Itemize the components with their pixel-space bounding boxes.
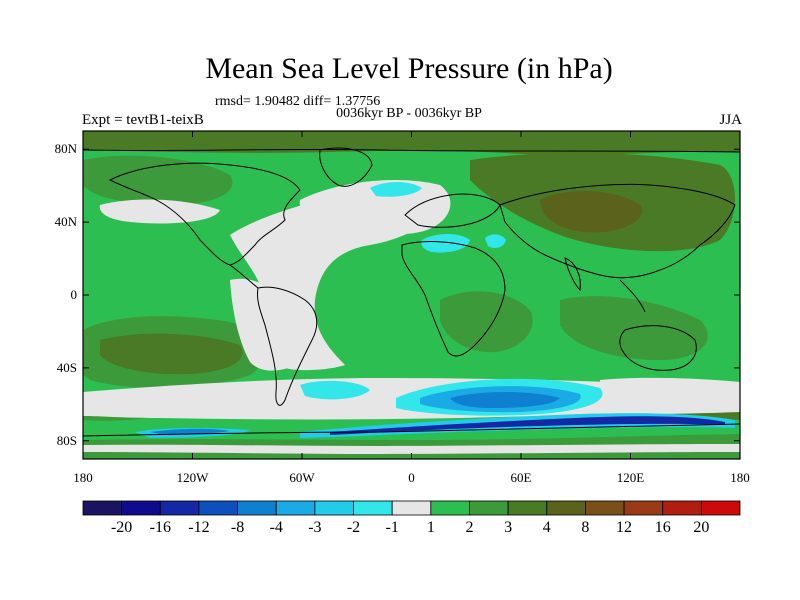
colorbar-label: -8 [230, 519, 245, 536]
map-ticks [82, 131, 741, 459]
rmsd-diff-stats: rmsd= 1.90482 diff= 1.37756 [215, 94, 381, 109]
lat-tick-label: 40N [54, 214, 77, 230]
experiment-label: Expt = tevtB1-teixB [82, 112, 204, 128]
field-negative-arabia [485, 234, 506, 248]
lat-tick-label: 0 [70, 287, 78, 302]
colorbar-swatch [469, 500, 509, 516]
coastlines [83, 147, 740, 437]
lon-tick-label: 60E [510, 470, 532, 485]
field-negative-antarctic-coast-core [330, 416, 725, 435]
colorbar-swatch [700, 500, 741, 516]
field-negative-antarctic-west-core [150, 428, 230, 435]
field-neutral-indian [600, 377, 740, 396]
colorbar-swatch [623, 500, 664, 516]
colorbar-label: 2 [465, 519, 474, 536]
field-negative-mediterranean [421, 234, 470, 253]
lat-tick-label: 80S [56, 432, 77, 448]
colorbar-swatch [585, 500, 625, 516]
coastline-north-america [108, 162, 301, 266]
colorbar-swatch [546, 500, 586, 516]
colorbar-label: 16 [654, 519, 671, 536]
colorbar-label: -4 [269, 519, 283, 536]
field-positive-africa [440, 291, 533, 353]
colorbar-label: -1 [385, 519, 399, 536]
colorbar-swatch [353, 500, 393, 516]
coastline-central-america [229, 264, 259, 289]
field-positive-south-pacific-core [100, 333, 243, 375]
coastline-africa [401, 241, 506, 357]
lon-tick-label: 60W [289, 470, 315, 485]
lon-tick-label: 120W [176, 470, 209, 485]
coastline-arctic-rim [83, 148, 740, 153]
colorbar-swatch [314, 500, 354, 516]
field-positive-arctic [83, 131, 740, 156]
field-negative-scandinavia [370, 182, 422, 197]
lon-tick-label: 0 [408, 470, 415, 485]
coastline-south-america [257, 286, 318, 406]
lat-tick-label: 80N [54, 141, 77, 157]
colorbar-label: -3 [308, 519, 322, 536]
field-positive-eurasia-core [540, 190, 642, 233]
colorbar-swatch [430, 500, 470, 516]
coastline-asia [499, 183, 736, 279]
colorbar-swatch [507, 500, 548, 516]
colorbar-swatch [391, 500, 432, 516]
season-label: JJA [719, 112, 742, 128]
field-negative-south-atlantic [300, 380, 370, 400]
colorbar-label: -12 [188, 519, 210, 536]
field-positive-pacific-north [83, 155, 233, 205]
colorbar-label: -2 [346, 519, 361, 536]
lon-tick-label: 180 [730, 470, 750, 485]
colorbar-label: 3 [504, 519, 513, 536]
colorbar-label: -16 [149, 519, 171, 536]
colorbar-label: 1 [426, 519, 435, 536]
field-neutral-antarctic-interior [83, 444, 740, 454]
colorbar-label: 12 [616, 519, 633, 536]
plot-subtitle: 0036kyr BP - 0036kyr BP [336, 106, 482, 121]
pressure-field [83, 131, 740, 459]
coastline-antarctica [83, 423, 740, 437]
colorbar-swatch [275, 500, 316, 516]
colorbar-swatch [121, 500, 161, 516]
lon-tick-label: 180 [73, 470, 93, 485]
colorbar-swatch [198, 500, 238, 516]
colorbar-label: 20 [693, 519, 710, 536]
colorbar-swatch [237, 500, 277, 516]
coastline-southeast-asia [619, 279, 646, 313]
coastline-india [564, 257, 581, 292]
field-neutral-pacific-north [99, 199, 220, 224]
coastline-australia [619, 325, 697, 371]
colorbar-swatch [662, 500, 702, 516]
colorbar-swatch [82, 500, 123, 516]
colorbar-label: 8 [581, 519, 590, 536]
plot-title: Mean Sea Level Pressure (in hPa) [205, 52, 613, 85]
field-negative-indian-ocean-core [450, 392, 560, 408]
colorbar-swatch [159, 500, 200, 516]
colorbar-label: 4 [542, 519, 551, 536]
lat-tick-label: 40S [56, 359, 77, 375]
colorbar-label: -20 [110, 519, 133, 536]
colorbar [82, 500, 741, 516]
lon-tick-label: 120E [616, 470, 645, 485]
